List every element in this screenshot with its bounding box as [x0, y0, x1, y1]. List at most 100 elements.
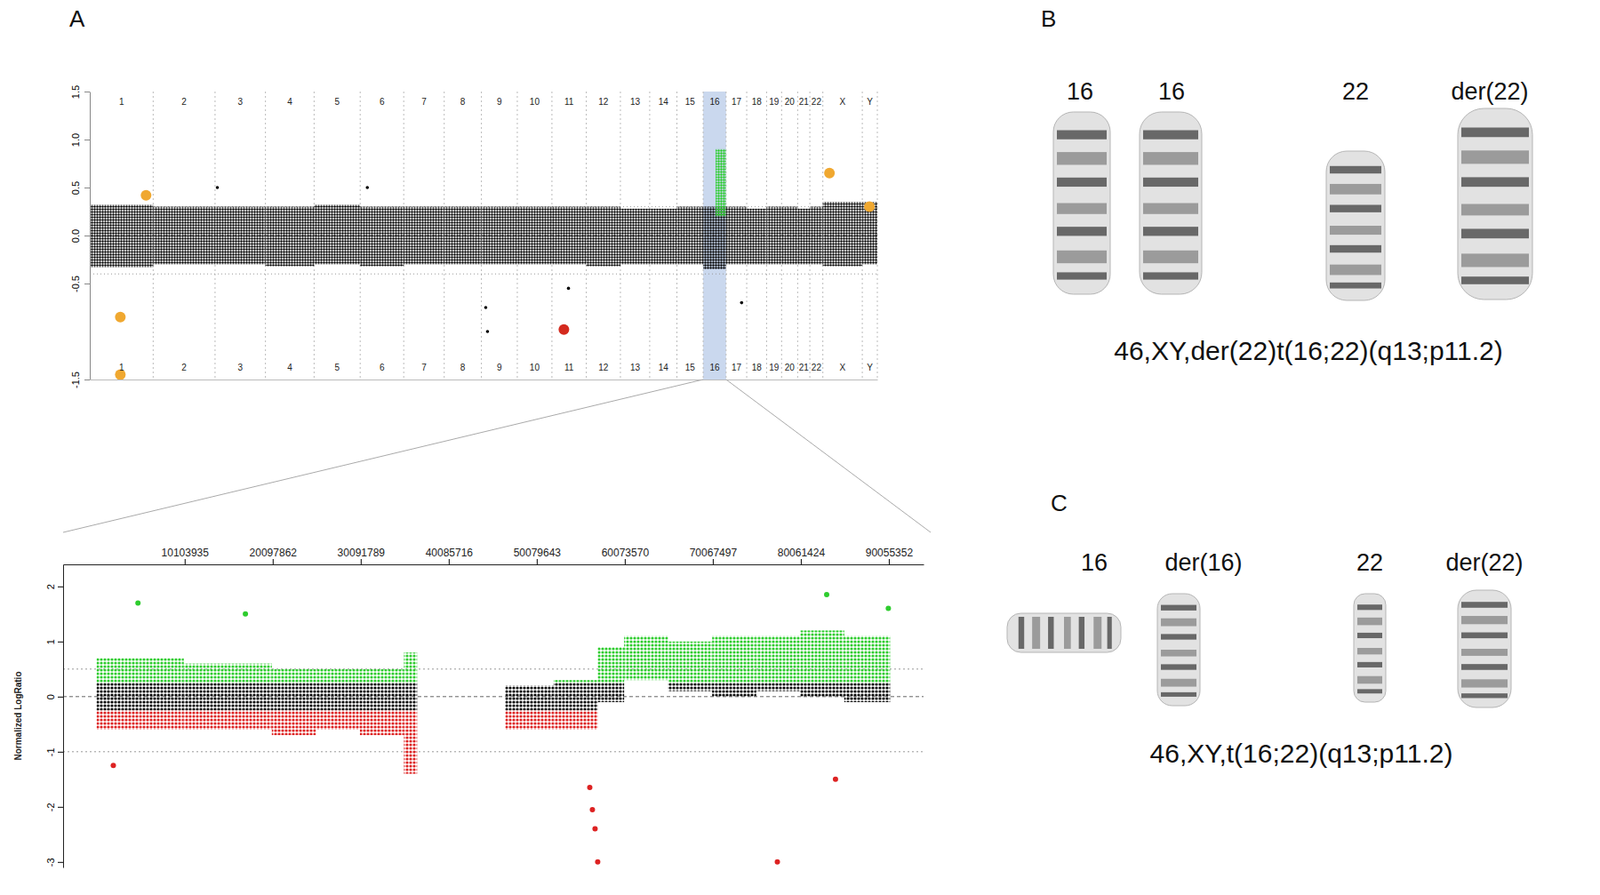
log-ratio-band — [139, 682, 184, 711]
x-axis-line — [90, 379, 879, 381]
chromosome-band — [1461, 601, 1508, 608]
chromosome-label-bottom: 4 — [287, 362, 293, 373]
chromosome-band — [1461, 693, 1508, 698]
chromosome-image — [1007, 613, 1121, 653]
y-tick: -2 — [45, 802, 64, 812]
outlier-point — [110, 762, 116, 768]
log-ratio-band — [553, 680, 599, 683]
log-ratio-band — [823, 201, 863, 266]
chromosome-band — [1461, 648, 1508, 656]
chromosome-label-bottom: 7 — [421, 362, 427, 373]
y-tick: 0 — [45, 694, 64, 700]
x-tick: 50079643 — [513, 546, 562, 565]
outlier-point — [832, 776, 839, 783]
chromosome-band — [1056, 203, 1107, 215]
threshold-line — [63, 751, 924, 752]
x-tick: 10103935 — [161, 546, 210, 565]
log-ratio-band — [712, 636, 757, 684]
log-ratio-band — [668, 641, 713, 684]
chromosome-image — [1157, 593, 1200, 706]
y-tick-mark — [57, 641, 64, 643]
chromosome-body — [1353, 593, 1386, 703]
outlier-point — [586, 784, 592, 791]
x-axis — [90, 379, 879, 381]
chromosome-label-top: 14 — [658, 96, 670, 107]
outlier-point — [824, 592, 830, 598]
call-point — [567, 287, 571, 291]
chromosome-label-top: 6 — [379, 96, 385, 107]
chromosome-band — [1461, 253, 1529, 267]
y-axis-title: Normalized LogRatio — [13, 671, 24, 760]
y-tick-label: -0.5 — [70, 275, 81, 293]
y-tick-label: -3 — [45, 857, 56, 867]
y-tick-label: 1.0 — [70, 133, 81, 147]
chromosome-band — [1461, 664, 1508, 671]
chromosome-name: 16 — [1158, 78, 1185, 105]
karyotype-caption: 46,XY,der(22)t(16;22)(q13;p11.2) — [1113, 336, 1504, 366]
x-tick: 30091789 — [337, 546, 386, 565]
chromosome-label-bottom: 18 — [752, 362, 763, 373]
y-tick-label: 2 — [45, 584, 56, 590]
chromosome-band — [1461, 679, 1508, 688]
chromosome-label-top: 13 — [630, 96, 641, 107]
log-ratio-band — [649, 208, 678, 265]
x-axis: 1010393520097862300917894008571650079643… — [64, 546, 925, 566]
y-axis: 1.51.00.50.0-0.5-1.5 — [70, 85, 91, 389]
call-point — [824, 168, 835, 179]
karyotype-caption: 46,XY,t(16;22)(q13;p11.2) — [1150, 738, 1454, 768]
chromosome-band — [1160, 679, 1197, 688]
chromosome-label-top: 1 — [119, 96, 125, 107]
chromosome-name: 22 — [1342, 78, 1369, 105]
chromosome-band — [1357, 648, 1383, 655]
chromosome-label-bottom: 1 — [119, 362, 125, 373]
chromosome-label-bottom: 14 — [658, 362, 670, 373]
log-ratio-band — [227, 682, 272, 711]
y-tick: 1.5 — [70, 85, 90, 99]
chromosome-label-top: 18 — [752, 96, 763, 107]
log-ratio-band — [597, 647, 624, 683]
log-ratio-band — [517, 207, 552, 265]
y-axis-line — [89, 92, 91, 381]
log-ratio-band — [272, 682, 317, 711]
chromosome-label-top: 20 — [784, 96, 796, 107]
call-point — [558, 324, 569, 336]
chromosome-label-bottom: Y — [866, 362, 873, 373]
y-tick-label: 1 — [45, 639, 56, 645]
log-ratio-band — [800, 630, 845, 683]
chromosome-label-bottom: 10 — [529, 362, 541, 373]
y-tick: -1 — [45, 747, 64, 757]
chromosome-label-bottom: X — [840, 362, 847, 373]
chromosome-band — [1357, 662, 1383, 668]
chromosome-image — [1457, 108, 1533, 300]
log-ratio-band — [726, 207, 747, 265]
chromosome-band — [1143, 130, 1199, 140]
log-ratio-band — [756, 682, 801, 691]
y-tick-mark — [84, 379, 90, 381]
figure: ABC1122334455667788991010111112121313141… — [0, 0, 1600, 895]
chromosome-band — [1056, 152, 1107, 165]
chromosome-label-bottom: 17 — [731, 362, 743, 373]
chromosome-label-bottom: 21 — [799, 362, 810, 373]
x-tick-mark — [184, 559, 186, 565]
log-ratio-band — [265, 207, 315, 267]
y-tick: -3 — [45, 857, 64, 867]
log-ratio-band — [360, 710, 405, 736]
log-ratio-band — [403, 682, 417, 711]
x-tick: 20097862 — [249, 546, 298, 565]
log-ratio-band — [746, 208, 767, 265]
chromosome-band — [1160, 605, 1197, 611]
chromosome-label-top: 21 — [799, 96, 810, 107]
log-ratio-band — [184, 710, 229, 730]
log-ratio-band — [184, 664, 229, 684]
zoom-connector — [726, 379, 931, 533]
chromosome-band — [1329, 166, 1382, 174]
chromosome-band — [1143, 203, 1199, 215]
call-point — [140, 190, 152, 201]
chromosome-band — [1461, 150, 1529, 164]
y-tick-label: 0.5 — [70, 181, 81, 195]
chromosome-label-bottom: 22 — [811, 362, 823, 373]
plot-area — [96, 592, 892, 865]
x-tick: 70067497 — [689, 546, 738, 565]
chromosome-label-top: 4 — [287, 96, 293, 107]
chromosome-band — [1160, 664, 1197, 670]
